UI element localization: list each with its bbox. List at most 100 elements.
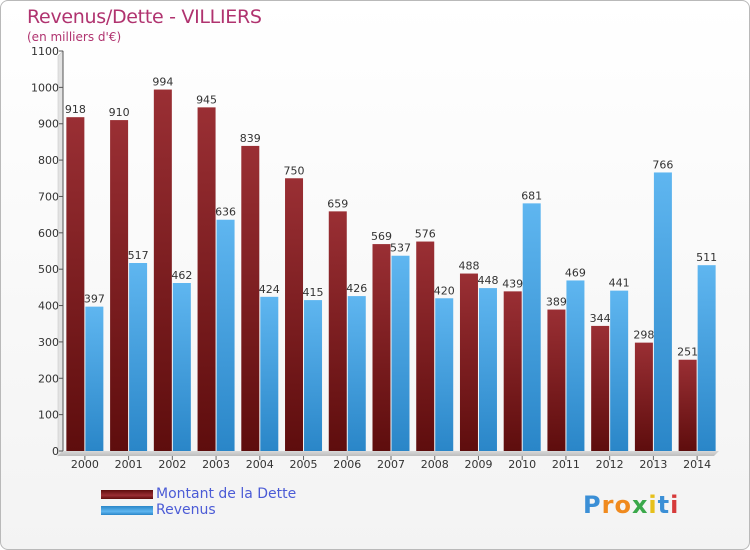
bar-dette <box>634 342 653 451</box>
data-label-revenus: 426 <box>346 282 367 295</box>
x-tick-label: 2009 <box>464 458 492 471</box>
logo-letter: P <box>583 491 602 519</box>
y-tick-label: 600 <box>38 227 59 240</box>
bar-revenus <box>391 255 410 451</box>
logo-letter: o <box>614 491 632 519</box>
legend-label-dette: Montant de la Dette <box>156 486 297 502</box>
bar-dette <box>241 145 260 451</box>
data-label-revenus: 766 <box>652 158 673 171</box>
x-tick-label: 2014 <box>683 458 711 471</box>
logo-letter: r <box>601 491 615 519</box>
legend-label-revenus: Revenus <box>156 502 216 518</box>
y-tick-label: 1100 <box>31 45 59 58</box>
bar-dette <box>285 178 304 452</box>
y-tick-label: 200 <box>38 372 59 385</box>
x-tick-label: 2012 <box>596 458 624 471</box>
data-label-revenus: 462 <box>171 269 192 282</box>
x-tick-label: 2006 <box>333 458 361 471</box>
data-label-dette: 488 <box>458 260 479 273</box>
legend-swatch-revenus <box>101 506 153 515</box>
data-label-revenus: 511 <box>696 251 717 264</box>
bar-revenus <box>129 263 148 451</box>
x-tick-label: 2013 <box>639 458 667 471</box>
data-label-revenus: 448 <box>477 274 498 287</box>
bar-revenus <box>260 296 279 451</box>
bar-dette <box>66 117 85 451</box>
data-label-dette: 750 <box>284 164 305 177</box>
y-tick-label: 500 <box>38 263 59 276</box>
y-tick-label: 1000 <box>31 81 59 94</box>
x-tick-label: 2011 <box>552 458 580 471</box>
data-label-dette: 439 <box>502 277 523 290</box>
data-label-dette: 389 <box>546 296 567 309</box>
bar-revenus <box>172 283 191 451</box>
bar-revenus <box>522 203 541 451</box>
chart-subtitle: (en milliers d'€) <box>27 30 122 44</box>
bar-dette <box>503 291 522 451</box>
bar-revenus <box>697 265 716 451</box>
bar-revenus <box>435 298 454 451</box>
data-label-dette: 298 <box>633 329 654 342</box>
bar-dette <box>678 359 697 451</box>
bar-dette <box>197 107 216 451</box>
bar-dette <box>328 211 347 451</box>
logo-letter: i <box>648 491 658 519</box>
bar-dette <box>153 89 172 451</box>
data-label-revenus: 469 <box>565 266 586 279</box>
bar-dette <box>591 325 610 451</box>
data-label-dette: 918 <box>65 103 86 116</box>
legend-swatch-dette <box>101 490 153 499</box>
data-label-revenus: 681 <box>521 189 542 202</box>
data-label-revenus: 420 <box>434 284 455 297</box>
data-label-dette: 576 <box>415 228 436 241</box>
data-label-dette: 344 <box>590 312 611 325</box>
data-label-revenus: 517 <box>128 249 149 262</box>
y-tick-label: 800 <box>38 154 59 167</box>
y-tick-label: 300 <box>38 336 59 349</box>
y-tick-label: 400 <box>38 300 59 313</box>
data-label-dette: 945 <box>196 93 217 106</box>
data-label-dette: 659 <box>327 197 348 210</box>
x-tick-label: 2010 <box>508 458 536 471</box>
proxiti-logo: Proxiti <box>583 491 679 519</box>
bar-dette <box>547 309 566 451</box>
x-tick-label: 2000 <box>71 458 99 471</box>
x-tick-label: 2004 <box>246 458 274 471</box>
y-tick-label: 900 <box>38 118 59 131</box>
y-tick-label: 0 <box>52 445 59 458</box>
logo-letter: t <box>657 491 671 519</box>
data-label-revenus: 424 <box>259 283 280 296</box>
bar-revenus <box>304 300 323 451</box>
plot-floor <box>58 451 719 456</box>
data-label-revenus: 415 <box>303 286 324 299</box>
bar-revenus <box>566 280 585 451</box>
data-label-revenus: 636 <box>215 206 236 219</box>
data-label-dette: 839 <box>240 132 261 145</box>
x-tick-label: 2005 <box>290 458 318 471</box>
y-tick-label: 100 <box>38 409 59 422</box>
x-tick-label: 2003 <box>202 458 230 471</box>
bar-revenus <box>610 290 629 451</box>
x-tick-label: 2008 <box>421 458 449 471</box>
plot-wall-edge <box>57 50 64 457</box>
bar-revenus <box>216 219 235 451</box>
data-label-dette: 994 <box>152 76 173 89</box>
chart-title: Revenus/Dette - VILLIERS <box>27 6 262 28</box>
data-label-revenus: 441 <box>609 277 630 290</box>
bar-dette <box>110 120 129 451</box>
logo-letter: i <box>670 491 680 519</box>
x-tick-label: 2002 <box>158 458 186 471</box>
bar-dette <box>372 244 391 451</box>
y-tick-label: 700 <box>38 190 59 203</box>
bar-dette <box>416 241 435 451</box>
x-tick-label: 2007 <box>377 458 405 471</box>
bar-revenus <box>478 288 497 451</box>
data-label-dette: 569 <box>371 230 392 243</box>
data-label-revenus: 537 <box>390 242 411 255</box>
logo-letter: x <box>631 491 649 519</box>
data-label-dette: 910 <box>109 106 130 119</box>
data-label-revenus: 397 <box>84 293 105 306</box>
bar-revenus <box>85 306 104 451</box>
